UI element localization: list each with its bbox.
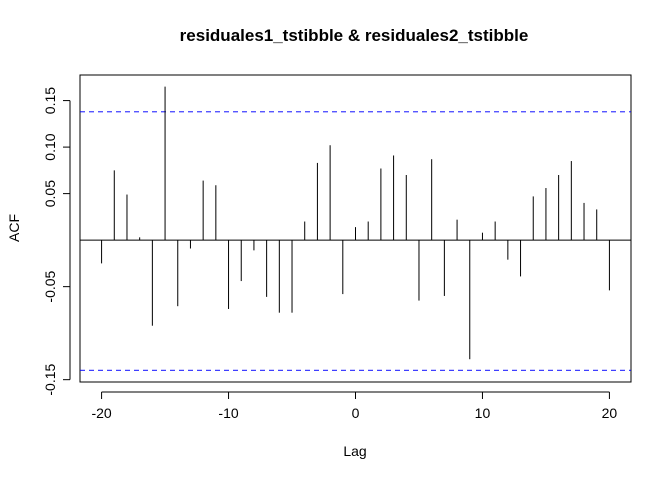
x-axis: -20 -10 0 10 20 [91, 391, 618, 421]
y-tick-label: 0.15 [42, 87, 58, 114]
confidence-limits [80, 111, 631, 371]
chart-title: residuales1_tstibble & residuales2_tstib… [180, 26, 529, 45]
x-tick-label: 10 [475, 405, 491, 421]
y-tick-label: -0.15 [42, 364, 58, 396]
y-axis: -0.15 -0.05 0.05 0.10 0.15 [42, 87, 71, 396]
x-tick-label: 0 [352, 405, 360, 421]
y-axis-label: ACF [6, 214, 22, 242]
x-axis-label: Lag [343, 443, 366, 459]
x-tick-label: 20 [602, 405, 618, 421]
plot-frame [79, 74, 632, 383]
y-tick-label: -0.05 [42, 270, 58, 302]
y-tick-label: 0.10 [42, 133, 58, 160]
y-tick-label: 0.05 [42, 180, 58, 207]
x-tick-label: -20 [91, 405, 111, 421]
x-tick-label: -10 [218, 405, 238, 421]
acf-bars [101, 86, 610, 360]
